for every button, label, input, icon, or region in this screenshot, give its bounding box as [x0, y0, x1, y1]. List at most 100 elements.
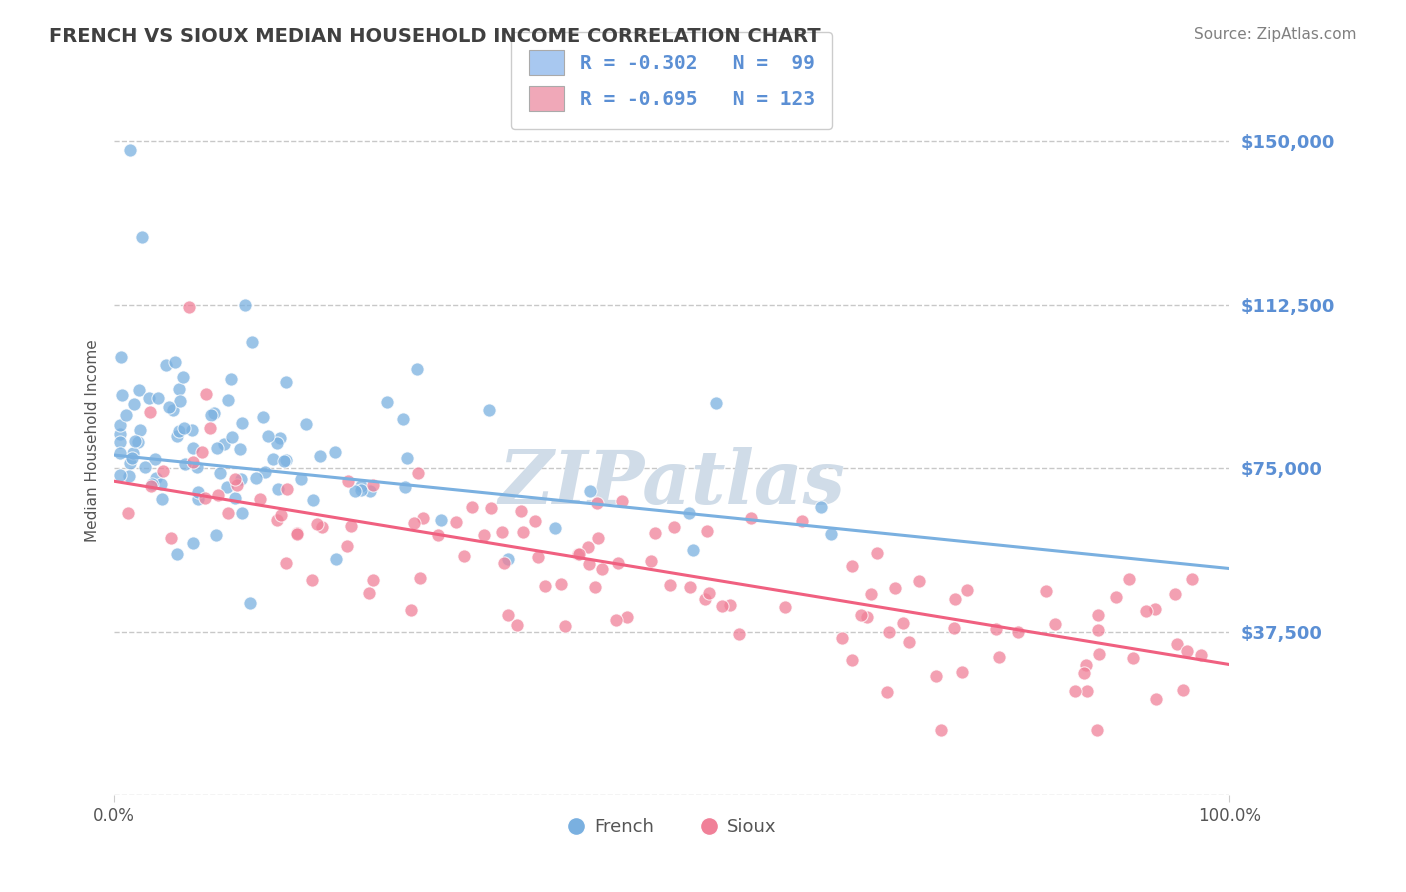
- Point: [693, 592, 716, 607]
- Point: [254, 466, 277, 480]
- Point: [124, 434, 146, 448]
- Point: [165, 355, 187, 369]
- Point: [187, 491, 209, 506]
- Point: [605, 613, 627, 627]
- Point: [231, 472, 253, 486]
- Point: [242, 334, 264, 349]
- Point: [162, 403, 184, 417]
- Point: [579, 484, 602, 499]
- Point: [1135, 604, 1157, 618]
- Point: [305, 516, 328, 531]
- Point: [510, 504, 533, 518]
- Point: [883, 581, 905, 595]
- Point: [1180, 572, 1202, 586]
- Point: [567, 547, 589, 561]
- Point: [409, 571, 432, 585]
- Point: [122, 397, 145, 411]
- Point: [180, 423, 202, 437]
- Point: [108, 434, 131, 449]
- Point: [134, 459, 156, 474]
- Point: [931, 723, 953, 737]
- Point: [205, 527, 228, 541]
- Point: [1088, 647, 1111, 661]
- Point: [773, 600, 796, 615]
- Point: [908, 574, 931, 589]
- Point: [270, 508, 292, 523]
- Point: [544, 521, 567, 535]
- Point: [512, 525, 534, 540]
- Point: [392, 412, 415, 426]
- Point: [720, 598, 742, 612]
- Point: [340, 519, 363, 533]
- Point: [682, 542, 704, 557]
- Point: [108, 426, 131, 441]
- Point: [166, 428, 188, 442]
- Point: [533, 579, 555, 593]
- Point: [295, 417, 318, 431]
- Point: [1175, 644, 1198, 658]
- Point: [984, 622, 1007, 636]
- Point: [273, 454, 295, 468]
- Point: [810, 500, 832, 514]
- Point: [224, 491, 246, 505]
- Point: [453, 549, 475, 563]
- Point: [550, 576, 572, 591]
- Point: [359, 586, 381, 600]
- Point: [399, 603, 422, 617]
- Point: [238, 596, 260, 610]
- Point: [200, 421, 222, 435]
- Point: [859, 587, 882, 601]
- Point: [1073, 665, 1095, 680]
- Point: [527, 549, 550, 564]
- Point: [350, 483, 373, 498]
- Point: [173, 420, 195, 434]
- Point: [221, 430, 243, 444]
- Point: [190, 444, 212, 458]
- Point: [143, 451, 166, 466]
- Point: [430, 513, 453, 527]
- Point: [1076, 657, 1098, 672]
- Point: [194, 387, 217, 401]
- Point: [478, 403, 501, 417]
- Point: [679, 580, 702, 594]
- Point: [343, 483, 366, 498]
- Point: [1076, 683, 1098, 698]
- Point: [266, 435, 288, 450]
- Point: [183, 455, 205, 469]
- Point: [402, 516, 425, 530]
- Point: [616, 610, 638, 624]
- Point: [664, 519, 686, 533]
- Point: [127, 434, 149, 449]
- Point: [114, 408, 136, 422]
- Point: [169, 425, 191, 439]
- Point: [678, 506, 700, 520]
- Point: [841, 653, 863, 667]
- Point: [276, 556, 298, 570]
- Point: [496, 551, 519, 566]
- Point: [472, 528, 495, 542]
- Point: [1087, 607, 1109, 622]
- Point: [202, 406, 225, 420]
- Point: [956, 583, 979, 598]
- Point: [139, 479, 162, 493]
- Point: [257, 428, 280, 442]
- Point: [302, 493, 325, 508]
- Point: [139, 405, 162, 419]
- Point: [274, 453, 297, 467]
- Point: [728, 626, 751, 640]
- Point: [375, 394, 398, 409]
- Point: [554, 619, 576, 633]
- Point: [336, 539, 359, 553]
- Point: [360, 484, 382, 499]
- Point: [877, 625, 900, 640]
- Point: [157, 401, 180, 415]
- Point: [576, 540, 599, 554]
- Point: [849, 607, 872, 622]
- Point: [146, 392, 169, 406]
- Point: [323, 445, 346, 459]
- Point: [118, 469, 141, 483]
- Point: [1189, 648, 1212, 663]
- Point: [118, 143, 141, 157]
- Point: [987, 649, 1010, 664]
- Point: [209, 466, 232, 480]
